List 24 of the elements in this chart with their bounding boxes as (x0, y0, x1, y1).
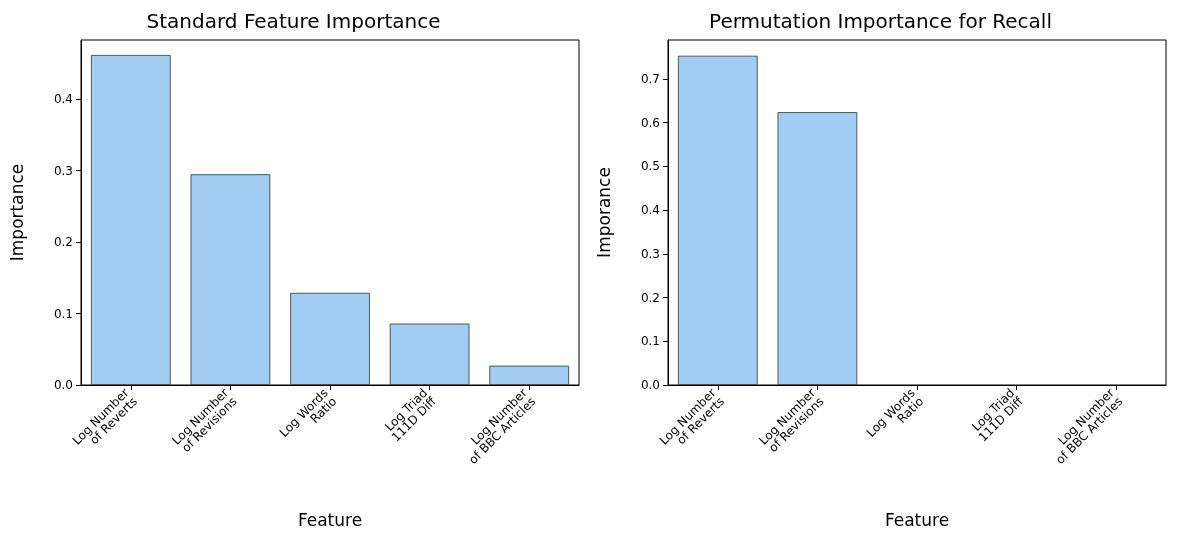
x-axis-title: Feature (884, 509, 950, 530)
y-tick-label: 0.1 (53, 306, 73, 321)
y-tick-label: 0.0 (53, 378, 73, 392)
chart-title: Permutation Importance for Recall (709, 9, 1052, 33)
y-tick-label: 0.2 (640, 290, 660, 305)
y-tick-label: 0.2 (53, 235, 73, 250)
y-tick-label: 0.3 (53, 163, 73, 178)
bar (290, 292, 370, 385)
bar (190, 174, 271, 385)
y-axis-title: Imporance (593, 167, 614, 258)
y-tick-label: 0.1 (640, 334, 660, 349)
y-tick-label: 0.4 (640, 203, 660, 218)
chart-title: Standard Feature Importance (146, 9, 441, 33)
y-tick-label: 0.4 (53, 92, 73, 107)
y-tick-label: 0.3 (640, 246, 660, 261)
y-tick-label: 0.0 (640, 378, 660, 392)
x-axis-title: Feature (297, 509, 363, 530)
bar (90, 55, 171, 385)
y-axis-title: Importance (6, 163, 27, 262)
y-tick-label: 0.7 (640, 71, 660, 86)
y-tick-label: 0.5 (640, 159, 660, 174)
bar (489, 365, 570, 385)
bar (389, 323, 470, 385)
y-tick-label: 0.6 (640, 115, 660, 130)
